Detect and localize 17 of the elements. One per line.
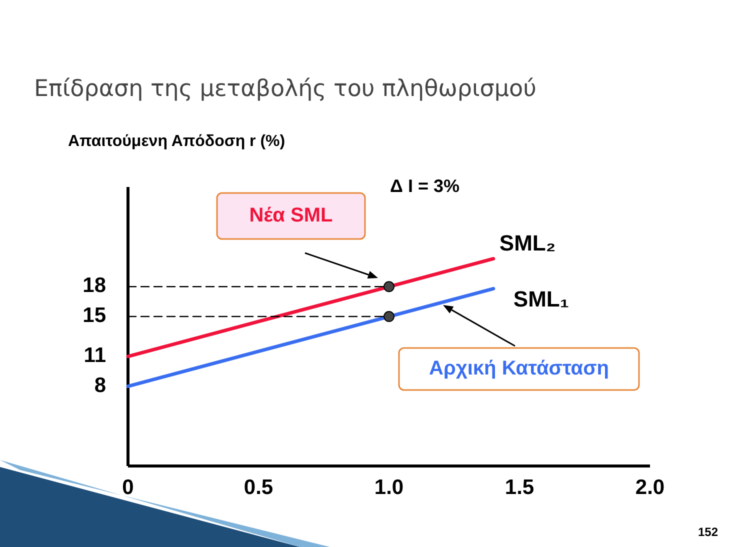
chart-title: Επίδραση της μεταβολής του πληθωρισμού	[34, 76, 536, 102]
series-label: SML₁	[513, 286, 569, 312]
annotation: Δ I = 3%	[390, 176, 460, 196]
x-tick-label: 1.5	[504, 476, 534, 499]
x-tick-label: 1.0	[374, 476, 404, 499]
x-tick-label: 0.5	[244, 476, 274, 499]
x-tick-label: 2.0	[635, 476, 665, 499]
y-tick-label: 8	[94, 374, 106, 397]
y-tick-label: 18	[82, 274, 106, 298]
y-axis-title: Απαιτούμενη Απόδοση r (%)	[68, 133, 286, 150]
y-tick-label: 11	[84, 344, 106, 367]
x-tick-label: 0	[122, 476, 134, 499]
annotation: Νέα SML	[249, 204, 333, 226]
series-label: SML₂	[499, 230, 556, 256]
y-tick-label: 15	[82, 304, 106, 328]
text: 152	[698, 525, 718, 539]
annotation: Αρχική Κατάσταση	[429, 357, 609, 380]
